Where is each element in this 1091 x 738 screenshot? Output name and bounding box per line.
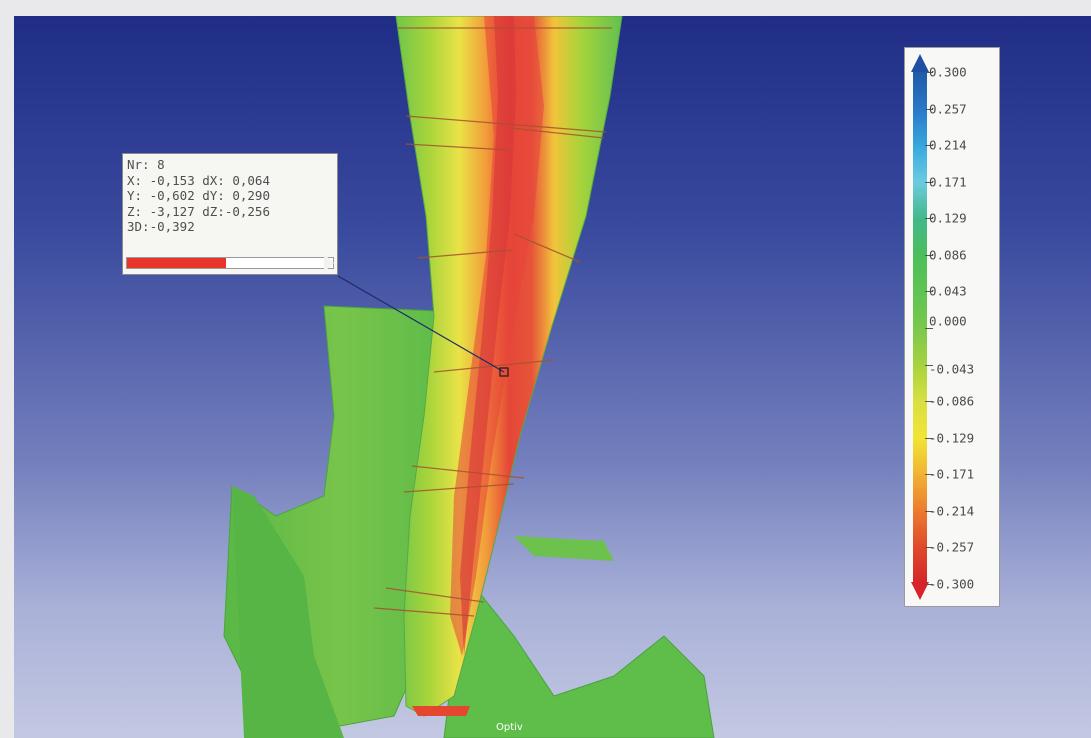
scale-tick — [925, 401, 933, 403]
scale-tick — [925, 291, 933, 293]
scale-segment — [913, 437, 927, 476]
side-fin — [514, 536, 614, 561]
color-scale-bar — [913, 72, 927, 585]
probe-y-row: Y: -0,602 dY: 0,290 — [127, 188, 270, 203]
probe-annotation[interactable]: Nr: 8 X: -0,153 dX: 0,064 Y: -0,602 dY: … — [122, 153, 338, 275]
deviation-mesh — [223, 16, 715, 738]
arrow-down-icon — [911, 582, 929, 600]
scale-tick — [925, 510, 933, 512]
viewport-footer-label: Optiv — [496, 722, 523, 733]
scale-label: 0.129 — [929, 210, 967, 226]
scale-label: 0.214 — [929, 137, 967, 153]
scale-label: -0.171 — [929, 466, 975, 482]
probe-z-row: Z: -3,127 dZ:-0,256 — [127, 203, 270, 219]
lower-bracket — [443, 584, 715, 738]
probe-point-marker — [499, 367, 509, 377]
probe-leader-line — [337, 275, 505, 373]
scale-tick — [925, 108, 933, 110]
scale-segment — [913, 547, 927, 585]
scale-tick — [925, 547, 933, 549]
probe-number: Nr: 8 — [127, 157, 165, 172]
scale-segment — [913, 291, 927, 329]
scale-segment — [913, 145, 927, 183]
scale-tick — [925, 181, 933, 183]
scale-segment — [913, 254, 927, 293]
scale-tick — [925, 72, 933, 73]
arrow-up-icon — [911, 54, 929, 72]
scale-tick — [925, 328, 933, 329]
scale-segment — [913, 328, 927, 366]
scale-tick — [925, 218, 933, 220]
scale-label: 0.300 — [929, 64, 967, 80]
probe-3d-row: 3D:-0,392 — [127, 219, 195, 234]
scale-segment — [913, 181, 927, 220]
section-lines — [373, 27, 612, 617]
scale-segment — [913, 364, 927, 403]
scale-label: 0.086 — [929, 247, 967, 263]
scale-label: 0.000 — [929, 313, 967, 329]
stem-tip — [412, 706, 470, 716]
scale-tick — [925, 145, 933, 147]
scale-tick — [925, 474, 933, 476]
deviation-bar — [126, 254, 334, 272]
scale-segment — [913, 401, 927, 439]
scale-tick — [925, 584, 933, 585]
color-scale-legend[interactable]: 0.300 0.257 0.214 0.171 0.129 0.086 0.043 0.000… — [904, 47, 1000, 607]
scale-label: 0.043 — [929, 283, 967, 299]
scale-label: 0.257 — [929, 101, 967, 117]
scale-label: -0.129 — [929, 430, 975, 446]
scale-label: -0.257 — [929, 539, 975, 555]
deviation-fill — [127, 258, 226, 268]
flange-lip — [232, 486, 344, 738]
deviation-arrow-icon — [324, 254, 334, 272]
scale-tick — [925, 254, 933, 256]
scale-tick — [925, 364, 933, 366]
scale-label: -0.086 — [929, 393, 975, 409]
scale-tick — [925, 437, 933, 439]
scale-label: -0.300 — [929, 576, 975, 592]
scale-segment — [913, 218, 927, 256]
scale-segment — [913, 72, 927, 110]
scale-label: -0.043 — [929, 361, 975, 377]
scale-segment — [913, 474, 927, 512]
scale-label: 0.171 — [929, 174, 967, 190]
scale-segment — [913, 108, 927, 147]
scale-label: -0.214 — [929, 503, 975, 519]
probe-x-row: X: -0,153 dX: 0,064 — [127, 172, 270, 188]
scale-segment — [913, 510, 927, 549]
